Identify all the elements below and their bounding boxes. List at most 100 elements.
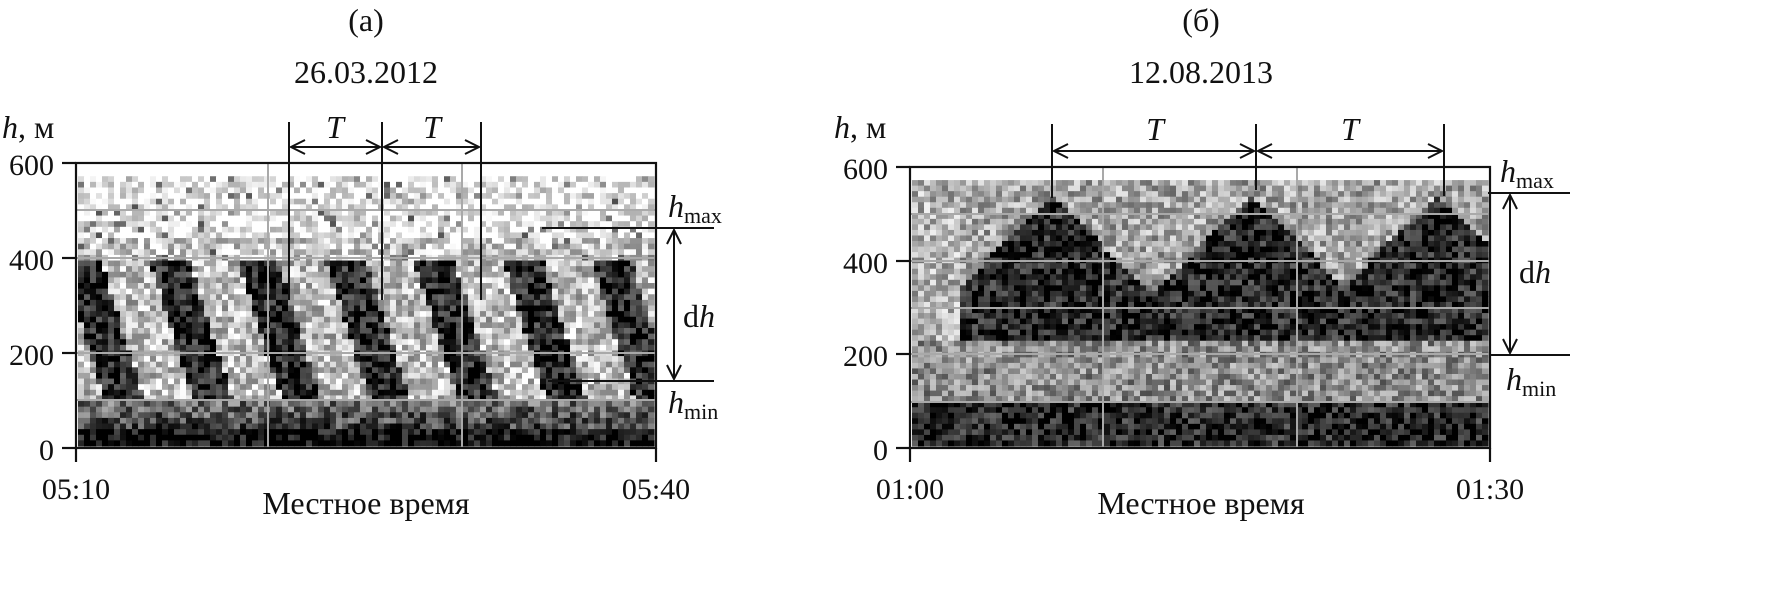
heatmap-cell (924, 290, 931, 298)
heatmap-cell (390, 316, 397, 323)
heatmap-cell (138, 367, 145, 374)
heatmap-cell (438, 243, 445, 250)
heatmap-cell (930, 246, 937, 253)
heatmap-cell (120, 294, 127, 301)
heatmap-cell (324, 417, 331, 425)
heatmap-cell (186, 356, 193, 363)
heatmap-cell (948, 279, 955, 286)
heatmap-cell (294, 322, 301, 329)
heatmap-cell (918, 213, 925, 220)
heatmap-cell (396, 401, 403, 408)
heatmap-cell (444, 429, 451, 436)
heatmap-cell (102, 406, 109, 413)
heatmap-cell (168, 187, 175, 194)
heatmap-cell (216, 181, 223, 189)
heatmap-cell (642, 181, 649, 189)
heatmap-cell (510, 260, 517, 267)
heatmap-cell (912, 379, 919, 386)
heatmap-cell (120, 434, 127, 441)
heatmap-cell (930, 307, 937, 314)
heatmap-cell (618, 406, 625, 413)
heatmap-cell (450, 384, 457, 391)
heatmap-cell (180, 271, 187, 278)
heatmap-cell (498, 429, 505, 436)
heatmap-cell (924, 429, 931, 436)
heatmap-cell (294, 249, 301, 256)
heatmap-cell (468, 193, 475, 200)
heatmap-cell (432, 305, 439, 312)
heatmap-cell (90, 260, 97, 267)
heatmap-cell (384, 401, 391, 408)
heatmap-cell (318, 311, 325, 318)
heatmap-cell (228, 271, 235, 278)
heatmap-cell (552, 215, 559, 222)
heatmap-cell (564, 401, 571, 408)
heatmap-cell (180, 412, 187, 419)
heatmap-cell (636, 193, 643, 200)
heatmap-cell (180, 305, 187, 312)
heatmap-cell (384, 238, 391, 245)
heatmap-cell (330, 440, 337, 447)
heatmap-cell (912, 346, 919, 353)
heatmap-cell (918, 202, 925, 209)
heatmap-cell (642, 299, 649, 307)
heatmap-cell (456, 176, 463, 183)
heatmap-cell (348, 311, 355, 318)
heatmap-cell (288, 288, 295, 295)
heatmap-cell (534, 187, 541, 194)
heatmap-cell (108, 378, 115, 385)
heatmap-cell (930, 373, 937, 381)
heatmap-cell (132, 181, 139, 189)
heatmap-cell (276, 198, 283, 205)
heatmap-cell (240, 176, 247, 183)
heatmap-cell (162, 209, 169, 217)
heatmap-cell (516, 423, 523, 430)
heatmap-cell (240, 395, 247, 402)
heatmap-cell (480, 243, 487, 250)
heatmap-cell (234, 243, 241, 250)
heatmap-cell (192, 429, 199, 436)
heatmap-cell (180, 283, 187, 290)
heatmap-cell (426, 198, 433, 205)
heatmap-cell (456, 260, 463, 267)
heatmap-cell (96, 266, 103, 273)
heatmap-cell (162, 412, 169, 419)
heatmap-cell (276, 294, 283, 301)
heatmap-cell (474, 283, 481, 290)
heatmap-cell (216, 401, 223, 408)
heatmap-cell (360, 434, 367, 441)
heatmap-cell (372, 311, 379, 318)
heatmap-cell (606, 423, 613, 430)
heatmap-cell (612, 361, 619, 368)
heatmap-cell (372, 187, 379, 194)
heatmap-cell (588, 187, 595, 194)
heatmap-cell (468, 243, 475, 250)
heatmap-cell (246, 294, 253, 301)
heatmap-cell (90, 238, 97, 245)
heatmap-cell (528, 406, 535, 413)
heatmap-cell (570, 311, 577, 318)
heatmap-cell (78, 283, 85, 290)
heatmap-cell (282, 243, 289, 250)
heatmap-cell (504, 198, 511, 205)
heatmap-cell (270, 412, 277, 419)
heatmap-cell (102, 305, 109, 312)
heatmap-cell (210, 260, 217, 267)
heatmap-cell (138, 283, 145, 290)
heatmap-cell (948, 180, 955, 187)
heatmap-cell (528, 344, 535, 352)
heatmap-cell (558, 305, 565, 312)
heatmap-cell (324, 316, 331, 323)
heatmap-cell (420, 221, 427, 228)
heatmap-cell (96, 193, 103, 200)
heatmap-cell (582, 372, 589, 380)
heatmap-cell (108, 283, 115, 290)
heatmap-cell (546, 243, 553, 250)
heatmap-cell (582, 232, 589, 239)
heatmap-cell (96, 429, 103, 436)
heatmap-cell (642, 187, 649, 194)
heatmap-cell (468, 294, 475, 301)
heatmap-cell (930, 191, 937, 198)
heatmap-cell (528, 221, 535, 228)
heatmap-cell (570, 429, 577, 436)
